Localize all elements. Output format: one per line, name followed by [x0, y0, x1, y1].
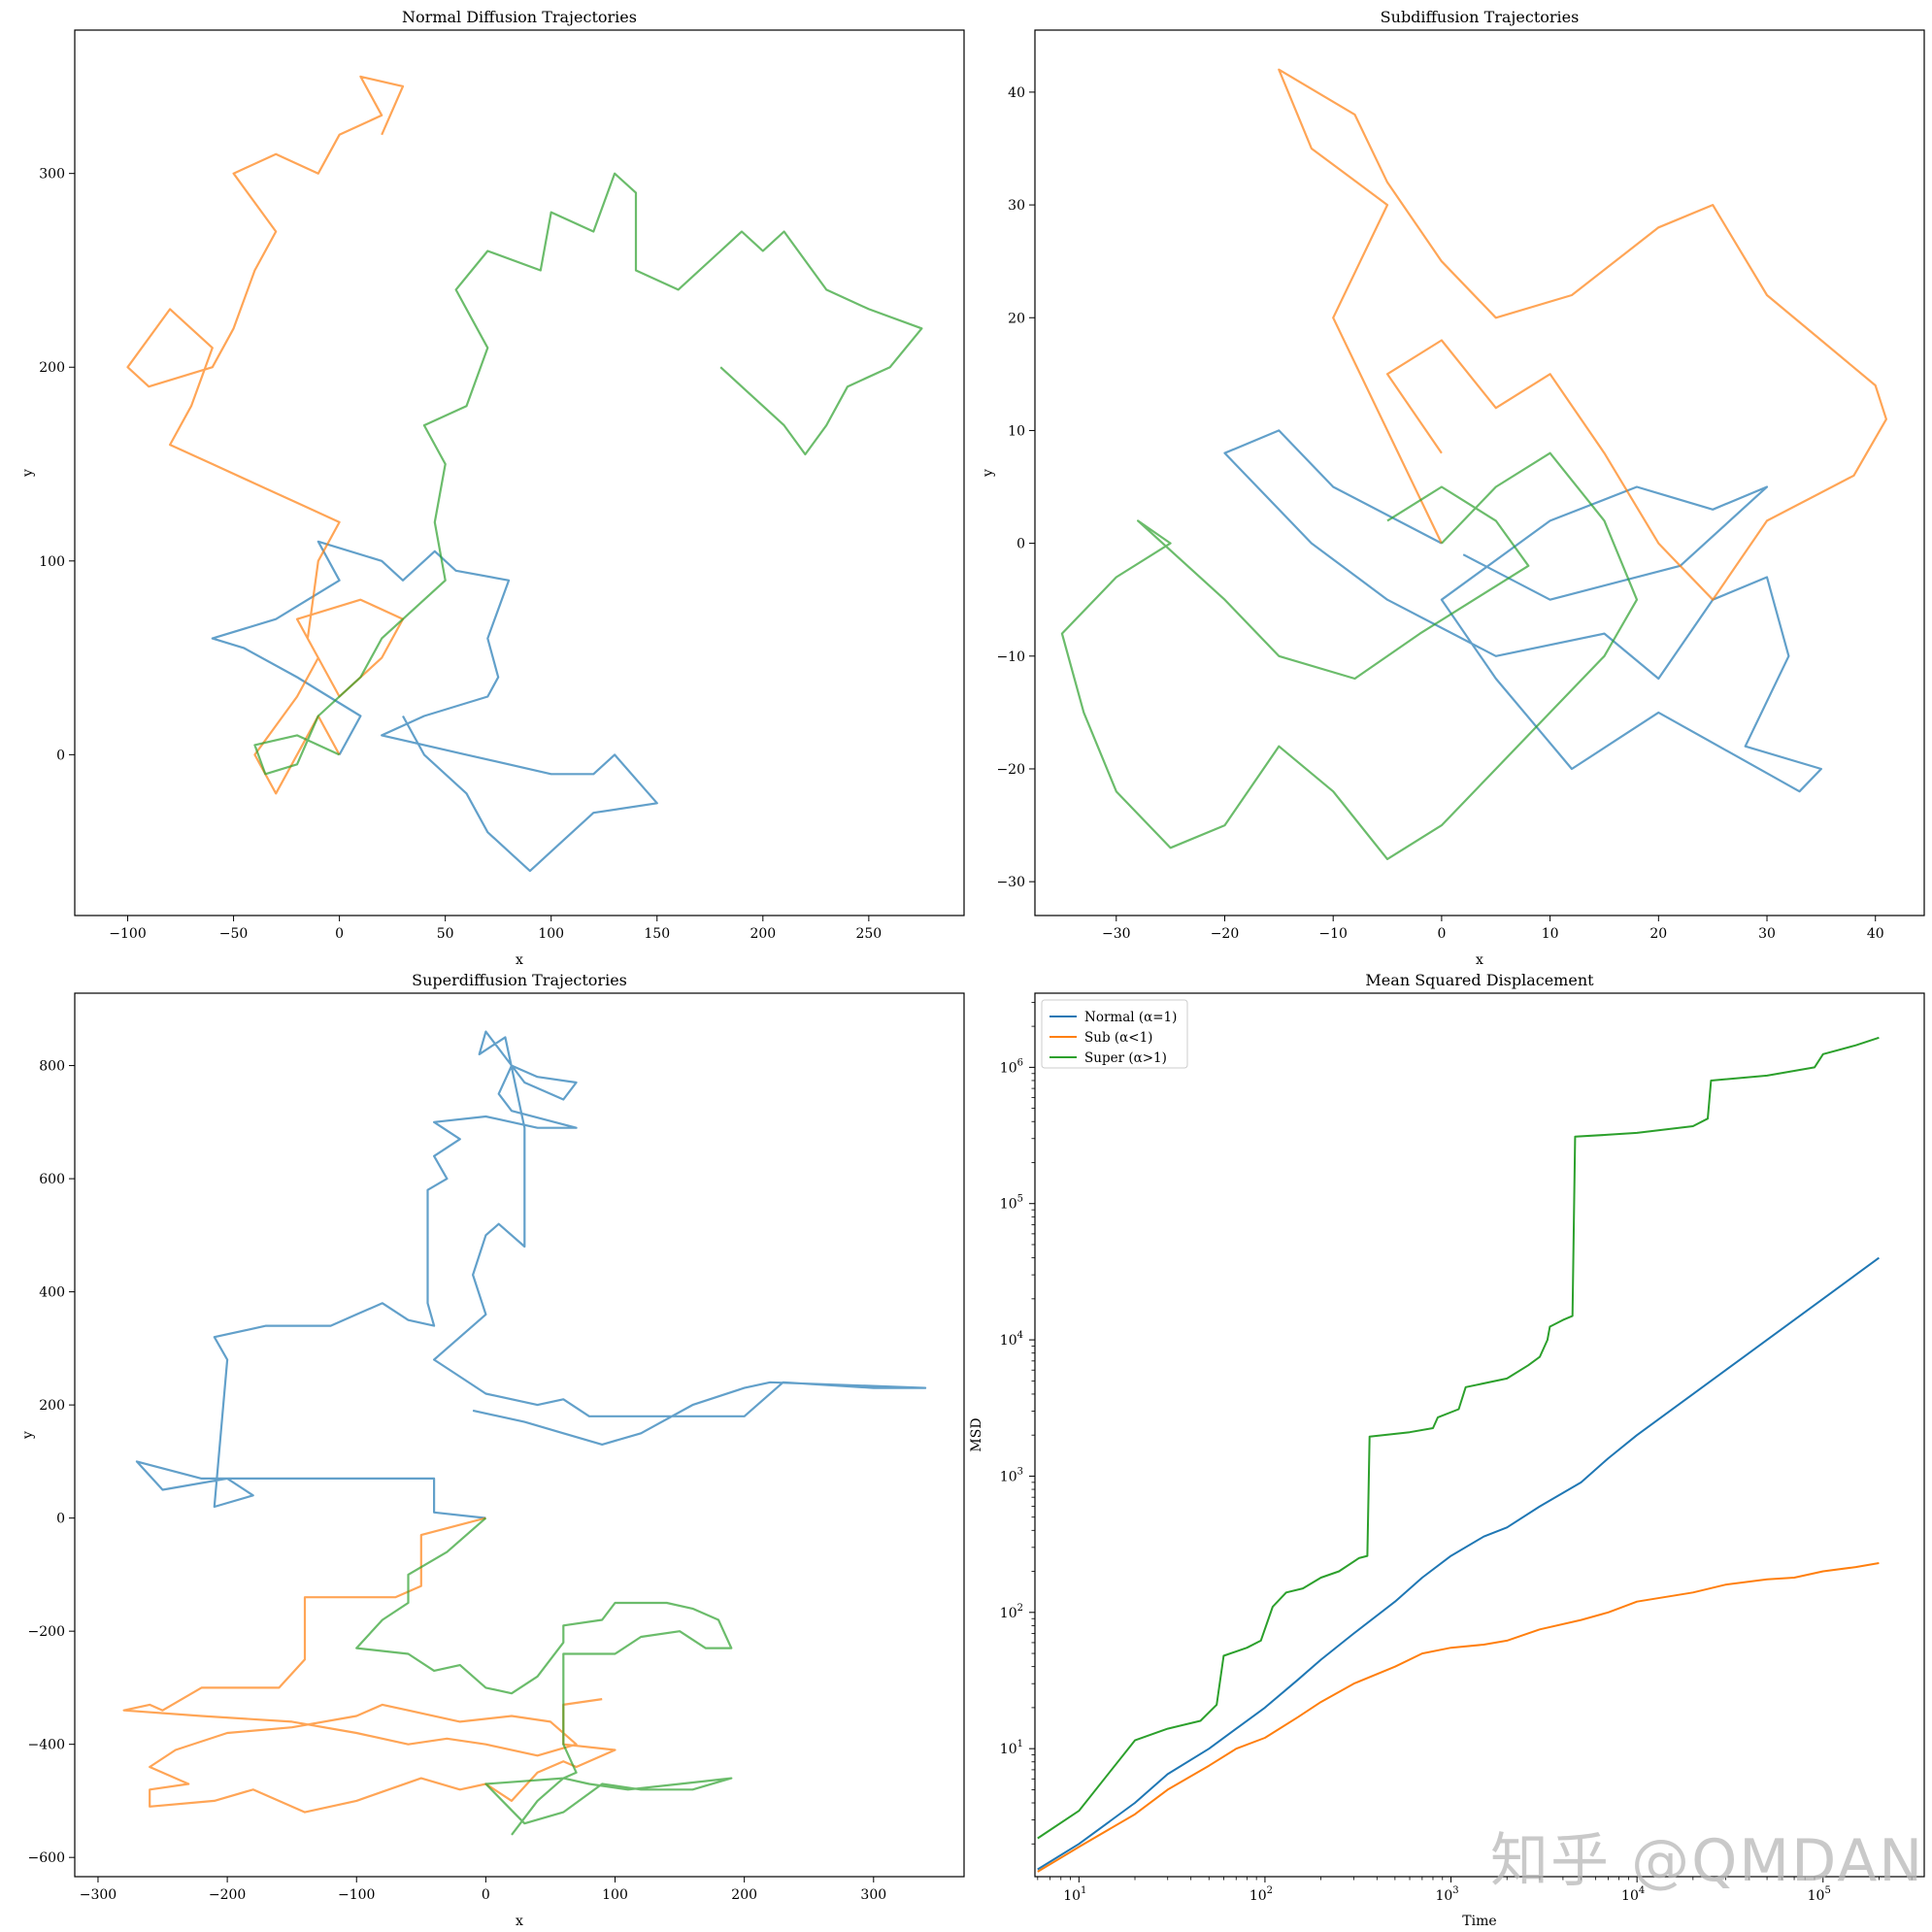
- legend-entry: Super (α>1): [1084, 1050, 1167, 1066]
- subplot-3: −300 −200 −100 0 100 200 300 −600 −400 −200 0 200 40…: [20, 971, 965, 1929]
- y-tick-label: 0: [56, 1512, 65, 1527]
- y-tick-label: 104: [1000, 1330, 1023, 1349]
- chart-title: Mean Squared Displacement: [1365, 971, 1594, 989]
- y-tick-label: 800: [39, 1059, 65, 1075]
- axes-frame: [74, 992, 965, 1878]
- plot-area: [1060, 68, 1887, 860]
- plot-area: [126, 75, 923, 873]
- x-tick-label: 100: [538, 926, 564, 942]
- x-tick-label: 150: [644, 926, 670, 942]
- x-tick-label: 0: [1437, 926, 1446, 942]
- y-tick-label: 600: [39, 1172, 65, 1187]
- x-tick-label: −300: [80, 1887, 117, 1903]
- x-axis-label: x: [516, 952, 523, 968]
- axes-frame: [1034, 992, 1925, 1878]
- chart-title: Normal Diffusion Trajectories: [402, 8, 637, 26]
- series-line-3: [1037, 1036, 1880, 1840]
- y-tick-label: 200: [39, 360, 65, 376]
- y-tick-label: 100: [39, 554, 65, 570]
- x-tick-label: 0: [482, 1887, 490, 1903]
- chart-title: Subdiffusion Trajectories: [1381, 8, 1580, 26]
- series-line-2: [126, 75, 405, 795]
- x-tick-label: 30: [1758, 926, 1776, 942]
- chart-title: Superdiffusion Trajectories: [412, 971, 627, 989]
- x-axis-label: Time: [1462, 1914, 1496, 1929]
- plot-area: [122, 1030, 927, 1836]
- series-line-2: [1278, 68, 1887, 601]
- x-tick-label: 40: [1867, 926, 1884, 942]
- y-tick-label: 0: [1016, 537, 1025, 552]
- x-tick-label: 100: [602, 1887, 628, 1903]
- y-tick-label: −600: [28, 1850, 65, 1866]
- y-tick-label: 0: [56, 748, 65, 763]
- series-line-1: [135, 1030, 927, 1519]
- y-axis-label: MSD: [969, 1417, 984, 1451]
- x-tick-label: −100: [338, 1887, 375, 1903]
- x-tick-label: 101: [1063, 1885, 1086, 1904]
- y-tick-label: −400: [28, 1738, 65, 1753]
- y-tick-label: 40: [1008, 85, 1025, 101]
- legend: Normal (α=1) Sub (α<1) Super (α>1): [1041, 999, 1188, 1069]
- x-tick-label: −20: [1211, 926, 1240, 942]
- series-line-1: [1037, 1256, 1880, 1871]
- series-line-3: [355, 1516, 733, 1836]
- legend-entry: Sub (α<1): [1084, 1030, 1152, 1046]
- x-tick-label: 0: [335, 926, 344, 942]
- x-tick-label: 50: [437, 926, 454, 942]
- y-tick-label: −20: [996, 762, 1025, 778]
- series-line-1: [211, 540, 658, 873]
- y-tick-label: 105: [1000, 1194, 1023, 1213]
- y-tick-label: 106: [1000, 1057, 1023, 1076]
- x-tick-label: 102: [1249, 1885, 1273, 1904]
- x-tick-label: −50: [219, 926, 249, 942]
- y-tick-label: 300: [39, 167, 65, 183]
- x-tick-label: −30: [1102, 926, 1131, 942]
- y-tick-label: 200: [39, 1398, 65, 1414]
- x-tick-label: 103: [1435, 1885, 1458, 1904]
- y-tick-label: −30: [996, 875, 1025, 890]
- x-tick-label: −100: [109, 926, 146, 942]
- y-tick-label: 101: [1000, 1739, 1023, 1757]
- x-tick-label: 10: [1542, 926, 1559, 942]
- x-tick-label: 200: [731, 1887, 757, 1903]
- x-tick-label: −200: [209, 1887, 246, 1903]
- x-axis-label: x: [1476, 952, 1483, 968]
- x-tick-label: 300: [860, 1887, 886, 1903]
- legend-box: [1041, 999, 1188, 1069]
- plot-area: [1037, 1036, 1880, 1873]
- axes-frame: [74, 29, 965, 916]
- series-line-3: [1060, 451, 1639, 860]
- y-axis-label: y: [20, 469, 36, 478]
- y-tick-label: 30: [1008, 198, 1025, 214]
- y-tick-label: 20: [1008, 311, 1025, 326]
- x-tick-label: 250: [855, 926, 882, 942]
- subplot-1: −100 −50 0 50 100 150 200 250 0 100 200 300 Normal D…: [20, 8, 965, 968]
- watermark: 知乎 @QMDAN: [1490, 1827, 1925, 1895]
- y-tick-label: 103: [1000, 1466, 1023, 1484]
- series-line-2: [1037, 1562, 1880, 1873]
- series-line-2: [122, 1516, 616, 1814]
- y-axis-label: y: [981, 469, 996, 478]
- y-tick-label: 102: [1000, 1603, 1023, 1621]
- x-axis-label: x: [516, 1914, 523, 1929]
- series-line-3: [253, 172, 923, 776]
- axes-frame: [1034, 29, 1925, 916]
- y-tick-label: −10: [996, 650, 1025, 665]
- subplot-2: −30 −20 −10 0 10 20 30 40 −30 −20 −10 0 10 20 30 40 Subd…: [981, 8, 1925, 968]
- x-tick-label: −10: [1318, 926, 1348, 942]
- legend-entry: Normal (α=1): [1084, 1010, 1177, 1025]
- y-tick-label: 400: [39, 1285, 65, 1301]
- y-tick-label: −200: [28, 1624, 65, 1640]
- y-axis-label: y: [20, 1431, 36, 1440]
- series-line-1: [1223, 429, 1822, 793]
- x-tick-label: 200: [749, 926, 776, 942]
- y-tick-label: 10: [1008, 423, 1025, 439]
- x-tick-label: 20: [1649, 926, 1667, 942]
